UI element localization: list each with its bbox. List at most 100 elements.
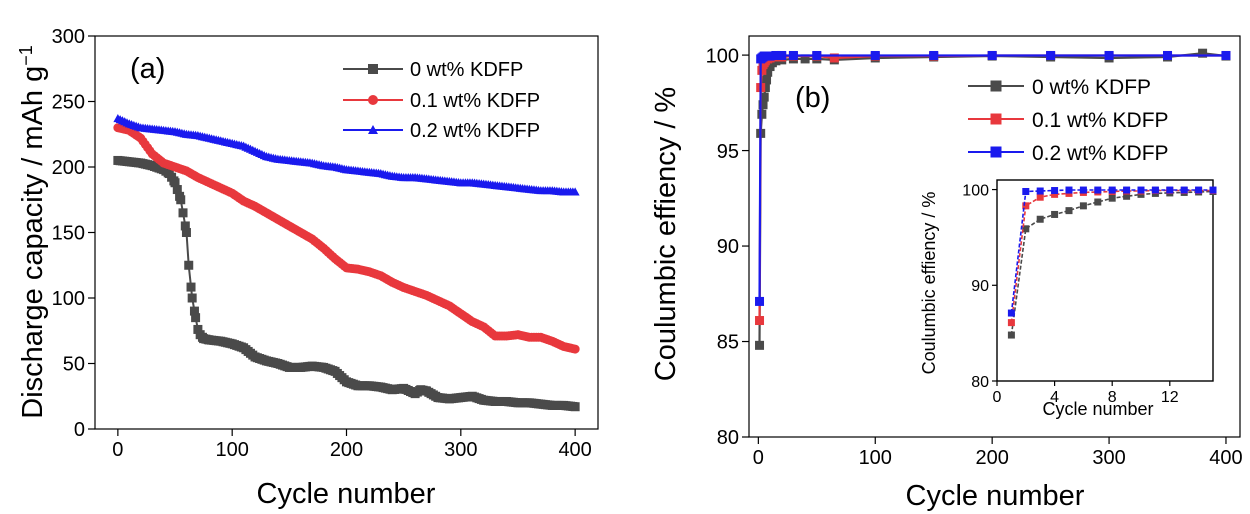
data-point	[180, 221, 190, 231]
data-point	[170, 178, 180, 188]
data-point	[1108, 194, 1116, 202]
data-point	[1065, 207, 1073, 215]
inset-background	[997, 180, 1213, 381]
data-point	[1051, 187, 1059, 195]
y-tick-label: 85	[717, 332, 739, 354]
data-point	[570, 344, 580, 354]
data-point	[178, 208, 188, 218]
x-tick-label: 0	[993, 389, 1002, 406]
data-point	[1036, 187, 1044, 195]
y-tick-label: 80	[717, 427, 739, 449]
data-point	[1221, 50, 1231, 60]
legend: 0 wt% KDFP 0.1 wt% KDFP 0.2 wt% KDFP	[343, 59, 540, 142]
data-point	[763, 67, 773, 77]
data-point	[176, 195, 186, 205]
panel-label: (a)	[130, 53, 165, 85]
y-axis-label-main: Discharge capacity / mAh g	[17, 66, 49, 419]
data-point	[870, 50, 880, 60]
data-point	[757, 109, 767, 119]
panel-a-chart: 0 100 200 300 400 0 50 100 150 200 250 300 (a) Cycle …	[16, 26, 599, 510]
legend-label: 0 wt% KDFP	[410, 59, 523, 81]
series-3	[755, 50, 1231, 306]
data-point	[1051, 190, 1059, 198]
series-1	[113, 155, 580, 412]
y-tick-label: 50	[63, 354, 85, 376]
x-axis-label: Cycle number	[257, 478, 436, 510]
data-point	[762, 75, 772, 85]
legend-marker	[990, 80, 1002, 92]
data-point	[187, 293, 197, 303]
data-point	[570, 187, 580, 196]
data-point	[755, 340, 765, 350]
x-tick-label: 300	[1092, 447, 1125, 469]
data-point	[760, 83, 770, 93]
data-point	[759, 92, 769, 102]
data-point	[1163, 50, 1173, 60]
data-point	[181, 228, 191, 237]
legend-label: 0.2 wt% KDFP	[1032, 142, 1169, 165]
legend-label: 0 wt% KDFP	[1032, 76, 1151, 99]
inset-x-axis-label: Cycle number	[1042, 399, 1153, 419]
data-point	[186, 282, 196, 292]
x-axis-label: Cycle number	[906, 480, 1085, 512]
data-point	[765, 51, 775, 61]
y-tick-label: 100	[706, 45, 739, 67]
y-tick-label: 150	[52, 223, 85, 245]
data-point	[1094, 198, 1102, 206]
plot-frame	[748, 35, 1241, 438]
y-axis-label-superscript: −1	[16, 45, 36, 66]
data-point	[1046, 50, 1056, 60]
x-tick-label: 100	[215, 439, 248, 461]
data-point	[1022, 187, 1030, 195]
legend-label: 0.1 wt% KDFP	[1032, 109, 1169, 132]
x-tick-label: 0	[753, 447, 764, 469]
data-point	[1022, 225, 1030, 233]
data-point	[758, 100, 768, 110]
legend-marker	[368, 125, 378, 134]
y-tick-label: 90	[717, 236, 739, 258]
x-tick-label: 300	[444, 439, 477, 461]
x-tick-label: 400	[558, 439, 591, 461]
y-tick-label: 80	[971, 374, 989, 391]
data-point	[777, 50, 787, 60]
x-tick-label: 12	[1161, 389, 1179, 406]
data-point	[1151, 186, 1159, 194]
data-point	[1104, 50, 1114, 60]
data-point	[1209, 186, 1217, 194]
y-tick-label: 100	[52, 288, 85, 310]
y-tick-label: 90	[971, 278, 989, 295]
y-tick-label: 300	[52, 26, 85, 48]
series-line	[117, 159, 576, 408]
plot-frame	[996, 179, 1214, 382]
data-point	[829, 53, 839, 63]
data-point	[184, 260, 194, 270]
data-point	[812, 50, 822, 60]
data-point	[172, 185, 182, 195]
data-point	[1022, 202, 1030, 210]
data-point	[1007, 319, 1015, 327]
data-point	[1079, 186, 1087, 194]
data-point	[929, 50, 939, 60]
data-point	[1051, 210, 1059, 218]
series-2	[113, 123, 580, 354]
x-tick-label: 100	[859, 447, 892, 469]
data-point	[1007, 309, 1015, 317]
series-3	[113, 114, 580, 196]
data-point	[987, 50, 997, 60]
data-point	[191, 313, 201, 323]
y-axis-label: Coulumbic effiency / %	[650, 87, 682, 381]
legend-marker	[368, 95, 378, 105]
data-point	[800, 54, 810, 64]
y-tick-label: 200	[52, 157, 85, 179]
data-point	[1180, 186, 1188, 194]
x-tick-label: 200	[975, 447, 1008, 469]
data-point	[788, 50, 798, 60]
data-point	[570, 402, 580, 412]
data-point	[1123, 186, 1131, 194]
y-tick-label: 95	[717, 141, 739, 163]
legend-marker	[368, 64, 378, 74]
legend-marker	[990, 146, 1002, 158]
data-point	[1137, 186, 1145, 194]
x-tick-label: 200	[330, 439, 363, 461]
